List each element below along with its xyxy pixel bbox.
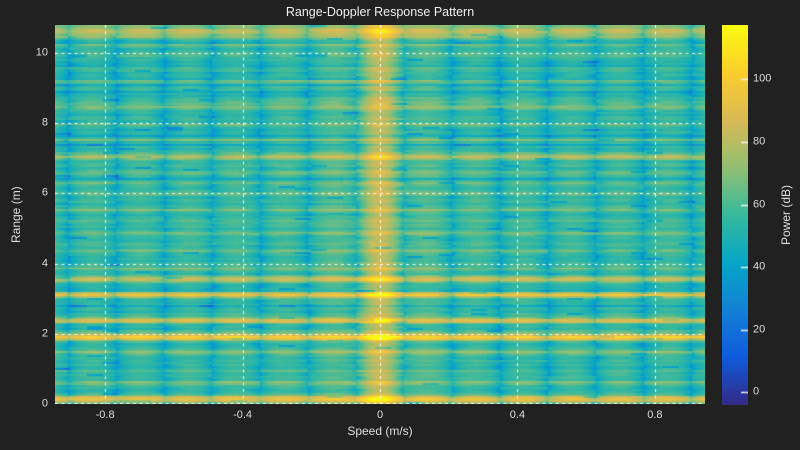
x-tick-label: 0.4 (509, 409, 526, 421)
y-tick-label: 4 (41, 257, 48, 270)
x-tick-label: 0 (376, 409, 384, 421)
y-axis-label: Range (m) (9, 186, 23, 243)
x-tick-label: -0.4 (233, 409, 253, 421)
y-tick-label: 8 (41, 116, 48, 129)
colorbar-label: Power (dB) (779, 184, 793, 246)
x-tick-label: 0.8 (647, 409, 663, 421)
y-tick-label: 2 (41, 327, 48, 340)
colorbar-tick-label: 40 (753, 260, 766, 273)
range-doppler-heatmap-canvas[interactable] (55, 25, 705, 404)
colorbar-tick-label: 100 (753, 72, 772, 85)
y-tick-label: 10 (35, 46, 48, 59)
colorbar-tick-label: 0 (753, 385, 760, 398)
colorbar-tick-label: 80 (753, 135, 766, 148)
plot-title: Range-Doppler Response Pattern (285, 5, 475, 19)
x-tick-label: -0.8 (95, 409, 115, 421)
x-axis-label: Speed (m/s) (347, 424, 413, 438)
colorbar (722, 25, 748, 405)
colorbar-tick-label: 60 (753, 198, 766, 210)
y-tick-label: 6 (41, 186, 48, 199)
colorbar-tick-label: 20 (753, 323, 766, 336)
y-tick-label: 0 (41, 397, 48, 410)
